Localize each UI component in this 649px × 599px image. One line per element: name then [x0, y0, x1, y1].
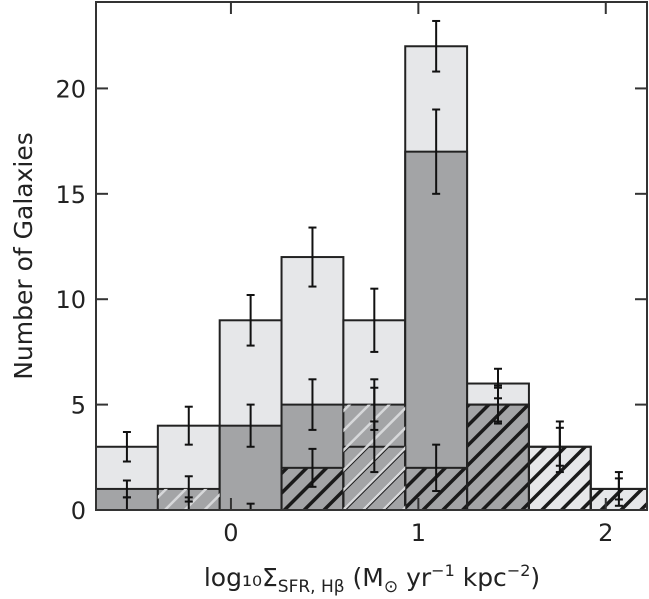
- x-axis-label-exp2: −2: [507, 561, 531, 580]
- error-bar-dark-5: [432, 108, 441, 195]
- error-bar-light-4: [370, 287, 379, 353]
- x-axis-label-kpc: kpc: [455, 563, 507, 592]
- x-tick-label: 0: [223, 519, 238, 547]
- error-bar-light-2: [246, 293, 255, 347]
- error-bar-dark-2: [246, 403, 255, 448]
- error-bar-light-1: [184, 405, 193, 446]
- y-tick-label: 5: [71, 392, 86, 420]
- y-axis-label: Number of Galaxies: [9, 132, 38, 380]
- y-tick-label: 10: [55, 286, 86, 314]
- x-axis-label-sub: SFR, Hβ: [278, 577, 345, 597]
- x-tick-label: 2: [598, 519, 613, 547]
- x-axis-label-sun-symbol: ⊙: [384, 577, 398, 597]
- x-axis-label-yr: yr: [398, 563, 432, 592]
- error-bar-hatched-6: [494, 384, 503, 425]
- x-axis-label-close: ): [530, 563, 540, 592]
- y-tick-label: 15: [55, 181, 86, 209]
- y-tick-label: 0: [71, 497, 86, 525]
- error-bar-hatched-3: [308, 447, 317, 488]
- error-bar-hatched-7: [555, 426, 564, 467]
- x-axis-label-exp1: −1: [431, 561, 455, 580]
- error-bar-light-5: [432, 19, 441, 73]
- error-bar-light-hatched-4: [370, 386, 379, 423]
- x-axis-label: log₁₀ΣSFR, Hβ (M⊙ yr−1 kpc−2): [204, 561, 540, 597]
- error-bar-light-3: [308, 226, 317, 288]
- bars-layer: [96, 45, 647, 510]
- error-bar-hatched-5: [432, 443, 441, 493]
- x-axis-label-units-open: (M: [345, 563, 384, 592]
- x-axis-label-main: log₁₀Σ: [204, 563, 278, 592]
- x-tick-label: 1: [411, 519, 426, 547]
- error-bar-light-0: [122, 431, 131, 463]
- error-bar-dark-3: [308, 378, 317, 431]
- plot-frame: [95, 1, 648, 511]
- y-tick-label: 20: [55, 75, 86, 103]
- error-bar-hatched-8: [614, 477, 623, 501]
